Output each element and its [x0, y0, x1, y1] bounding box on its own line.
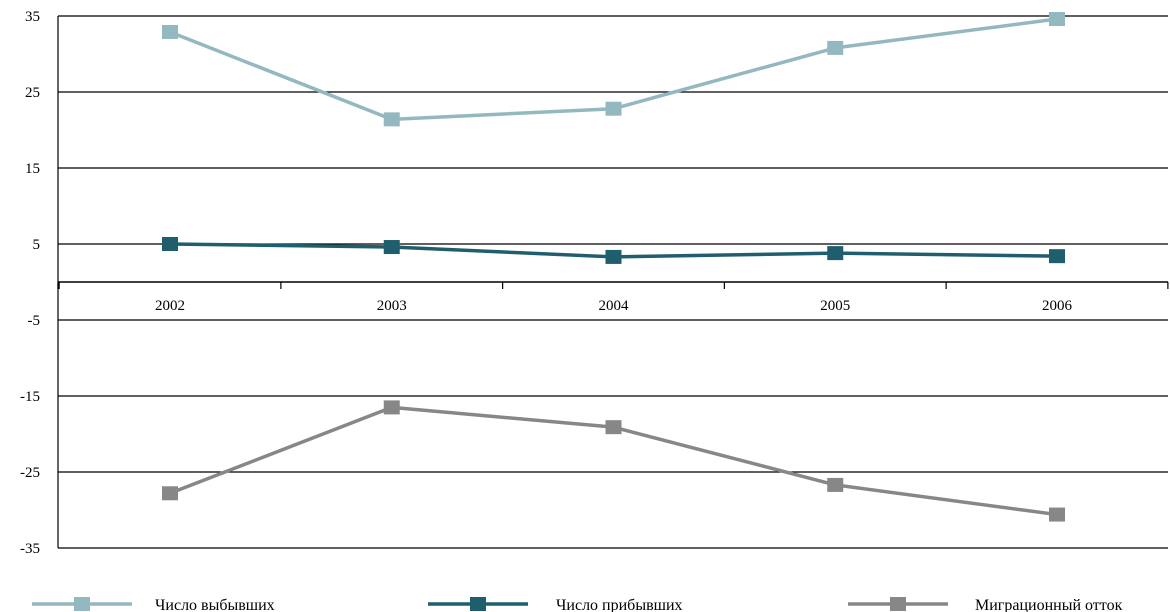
data-point — [605, 101, 622, 116]
legend-item: Число выбывших — [32, 597, 275, 612]
x-axis — [57, 16, 1169, 548]
x-tick-label: 2006 — [1042, 298, 1073, 314]
legend-swatch-marker — [74, 597, 90, 611]
series-3 — [162, 400, 1065, 522]
legend-item: Число прибывших — [428, 597, 683, 612]
x-tick-label: 2005 — [820, 298, 850, 314]
series-2 — [162, 237, 1065, 264]
data-point — [827, 40, 844, 55]
legend-label: Миграционный отток — [975, 597, 1123, 612]
y-tick-label: -25 — [20, 465, 40, 481]
x-tick-label: 2002 — [155, 298, 185, 314]
data-point — [383, 112, 400, 127]
y-tick-label: 25 — [25, 85, 40, 101]
x-tick-label: 2003 — [377, 298, 407, 314]
legend-item: Миграционный отток — [848, 597, 1123, 612]
data-point — [605, 420, 622, 435]
y-tick-label: -5 — [28, 313, 41, 329]
y-tick-label: -15 — [20, 389, 40, 405]
data-point — [383, 240, 400, 255]
y-tick-label: -35 — [20, 541, 40, 557]
data-point — [827, 477, 844, 492]
y-tick-label: 35 — [25, 9, 40, 25]
data-point — [1049, 12, 1065, 27]
series-1 — [162, 12, 1065, 127]
data-point — [162, 237, 178, 251]
x-tick-label: 2004 — [599, 298, 630, 314]
data-point — [162, 24, 178, 39]
data-point — [1049, 249, 1065, 264]
y-tick-label: 5 — [33, 237, 41, 253]
data-point — [827, 246, 844, 261]
x-tick-labels: 2002 2003 2004 2005 2006 — [155, 298, 1073, 314]
data-point — [383, 400, 400, 415]
y-tick-labels: 35 25 15 5 -5 -15 -25 -35 — [20, 9, 40, 557]
data-point — [1049, 507, 1065, 522]
legend: Число выбывших Число прибывших Миграционны… — [32, 597, 1123, 612]
legend-swatch-marker — [890, 597, 906, 611]
legend-label: Число выбывших — [155, 597, 275, 612]
data-point — [605, 249, 622, 264]
legend-label: Число прибывших — [556, 597, 683, 612]
y-tick-label: 15 — [25, 161, 40, 177]
data-point — [162, 486, 178, 501]
legend-swatch-marker — [470, 597, 486, 611]
series — [162, 12, 1065, 522]
